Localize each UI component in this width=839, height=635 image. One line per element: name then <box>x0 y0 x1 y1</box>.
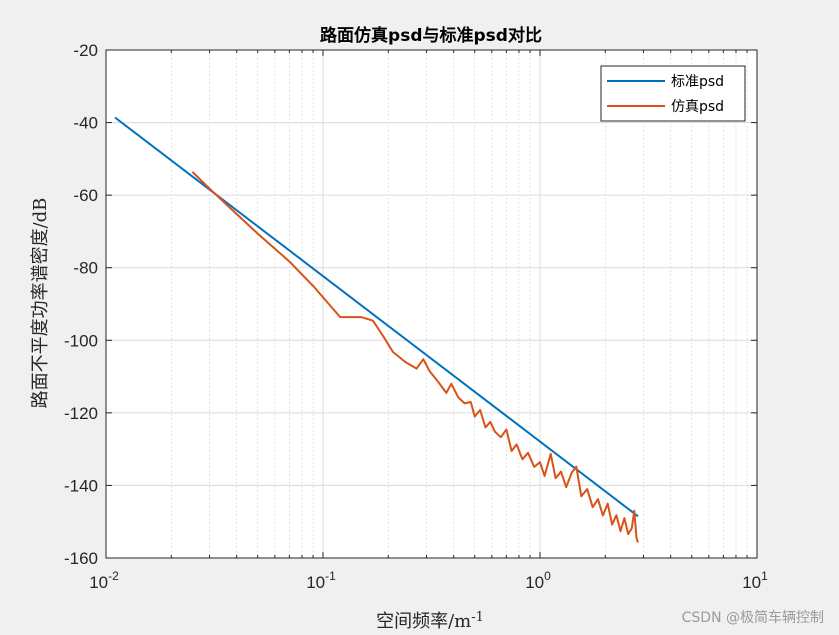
series-simulated-psd <box>191 171 639 543</box>
watermark: CSDN @极简车辆控制 <box>682 609 824 626</box>
plot-area <box>106 50 757 558</box>
minor-grid <box>170 50 748 558</box>
x-axis-label-sup: -1 <box>471 610 484 625</box>
x-axis-label-text: 空间频率/m <box>376 611 471 632</box>
y-tick-label: -60 <box>73 186 98 205</box>
y-tick-labels: -20 -40 -60 -80 -100 -120 -140 -160 <box>64 41 98 568</box>
axes-box <box>105 49 758 559</box>
x-axis-label: 空间频率/m-1 <box>376 610 484 632</box>
y-tick-label: -100 <box>64 331 98 350</box>
x-tick-label: 100 <box>525 569 551 592</box>
tick-marks <box>105 49 758 559</box>
y-tick-label: -160 <box>64 549 98 568</box>
y-tick-label: -120 <box>64 404 98 423</box>
y-tick-label: -80 <box>73 259 98 278</box>
series-standard-psd <box>114 116 639 518</box>
legend-label-standard: 标准psd <box>671 74 724 90</box>
legend-box <box>600 65 746 122</box>
y-tick-label: -20 <box>73 41 98 60</box>
legend-label-simulated: 仿真psd <box>671 99 724 115</box>
x-tick-label: 10-2 <box>89 569 119 592</box>
x-tick-label: 10-1 <box>306 569 336 592</box>
y-tick-label: -140 <box>64 476 98 495</box>
y-axis-label: 路面不平度功率谱密度/dB <box>30 198 51 409</box>
y-tick-label: -40 <box>73 114 98 133</box>
series-layer <box>114 116 639 543</box>
chart-title: 路面仿真psd与标准psd对比 <box>320 25 542 46</box>
x-tick-labels: 10-2 10-1 100 101 <box>89 569 768 592</box>
x-tick-label: 101 <box>742 569 768 592</box>
legend: 标准psd 仿真psd <box>600 65 746 122</box>
